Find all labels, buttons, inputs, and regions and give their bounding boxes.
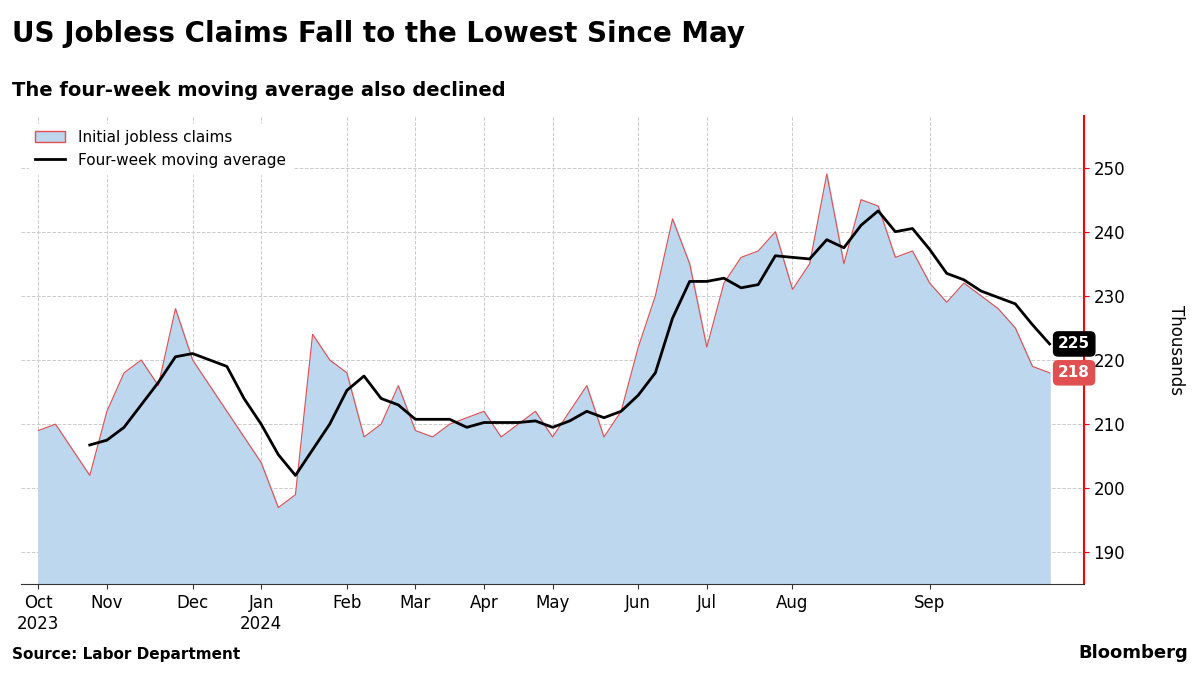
Y-axis label: Thousands: Thousands [1166, 305, 1186, 396]
Text: The four-week moving average also declined: The four-week moving average also declin… [12, 81, 505, 100]
Text: 225: 225 [1058, 336, 1091, 352]
Text: 218: 218 [1058, 365, 1090, 380]
Text: US Jobless Claims Fall to the Lowest Since May: US Jobless Claims Fall to the Lowest Sin… [12, 20, 745, 48]
Text: Source: Labor Department: Source: Labor Department [12, 647, 240, 662]
Legend: Initial jobless claims, Four-week moving average: Initial jobless claims, Four-week moving… [29, 124, 292, 173]
Text: Bloomberg: Bloomberg [1079, 643, 1188, 662]
